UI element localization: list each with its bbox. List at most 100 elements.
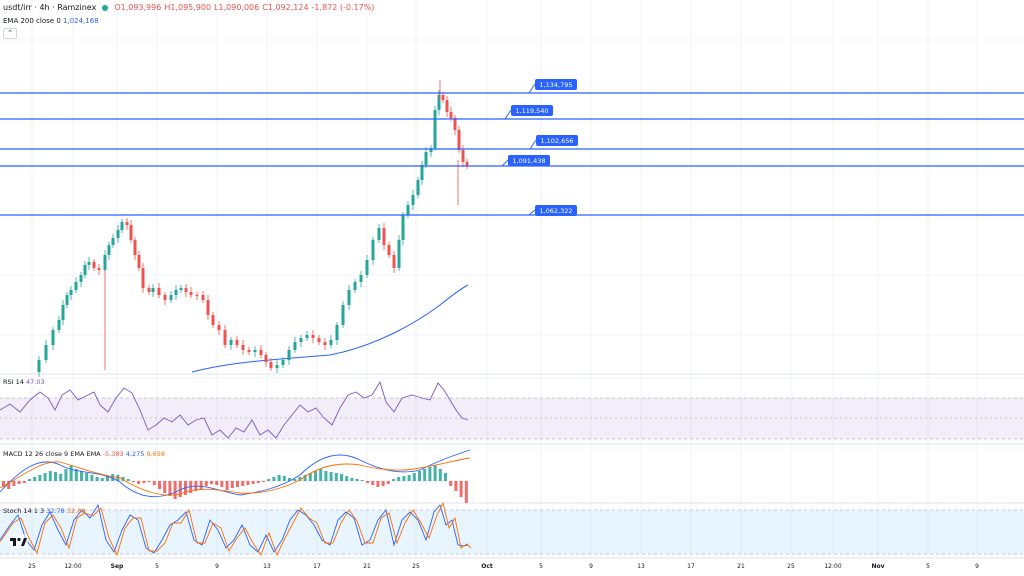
macd-hist-bar [433, 465, 437, 481]
macd-hist-bar [319, 469, 323, 481]
macd-hist-bar [444, 473, 447, 481]
ohlc-open: O1,093,996 [114, 3, 162, 12]
macd-hist-value: -5,383 [102, 450, 124, 458]
candle-body [437, 95, 441, 110]
ema-label: EMA 200 close 0 [3, 17, 61, 25]
rsi-legend[interactable]: RSI 14 47.03 [3, 378, 45, 386]
macd-legend[interactable]: MACD 12 26 close 9 EMA EMA -5,383 4,275 … [3, 450, 165, 458]
rsi-pane[interactable] [0, 380, 1024, 440]
candle-body [111, 238, 115, 245]
candle-body [129, 225, 133, 240]
macd-hist-bar [2, 481, 5, 487]
candle-body [116, 230, 120, 238]
macd-hist-bar [256, 481, 260, 483]
candle-body [201, 295, 205, 300]
candle-body [420, 165, 424, 180]
candle-body [353, 282, 357, 290]
candle-body [169, 295, 173, 300]
candle-body [449, 112, 453, 118]
macd-hist-bar [210, 481, 213, 484]
macd-hist-bar [407, 475, 411, 481]
chart-grid [0, 0, 1024, 559]
stoch-d-value: 32.88 [66, 507, 86, 515]
candle-body [247, 350, 251, 352]
tradingview-logo-icon[interactable] [8, 534, 28, 548]
candle-body [365, 260, 369, 275]
candle-body [79, 275, 83, 282]
macd-hist-bar [7, 481, 11, 489]
candle-body [87, 262, 91, 265]
macd-hist-bar [74, 469, 78, 481]
macd-hist-bar [90, 475, 94, 481]
macd-hist-bar [178, 481, 182, 497]
macd-hist-bar [225, 481, 229, 490]
stoch-k-value: 32.78 [46, 507, 65, 515]
ohlc-low: L1,090,006 [214, 3, 260, 12]
horizontal-levels[interactable]: 1,134,795 1,119,540 1,102,656 1,091,438 1,06… [0, 79, 1024, 216]
candle-body [382, 228, 386, 245]
stoch-k-line [0, 503, 469, 554]
macd-hist-bar [163, 481, 167, 493]
candle-body [377, 228, 381, 240]
collapse-legend-button[interactable]: ⌃ [3, 28, 17, 39]
candlestick-series [37, 80, 469, 377]
candle-body [133, 240, 137, 255]
macd-hist-bar [121, 477, 125, 481]
price-level-badge [508, 155, 550, 166]
macd-hist-bar [314, 471, 317, 481]
price-level-callout [528, 209, 536, 216]
ema-line [191, 284, 469, 373]
candle-body [411, 195, 415, 205]
candle-body [406, 205, 410, 215]
macd-hist-bar [262, 481, 265, 482]
price-level-label: 1,062,322 [539, 207, 572, 215]
candle-body [259, 350, 263, 355]
macd-hist-bar [412, 473, 416, 481]
macd-hist-bar [350, 478, 354, 481]
symbol-title[interactable]: usdt/irr · 4h · Ramzinex [3, 3, 97, 12]
candle-body [120, 222, 124, 230]
macd-hist-bar [303, 475, 307, 481]
macd-hist-bar [334, 473, 338, 481]
candle-body [253, 350, 257, 352]
candle-body [461, 150, 465, 162]
time-axis-label: 5 [539, 563, 543, 570]
candle-body [151, 288, 155, 292]
macd-pane[interactable] [0, 449, 471, 503]
candle-body [453, 118, 457, 130]
macd-hist-bar [324, 471, 328, 481]
stoch-legend[interactable]: Stoch 14 1 3 32.78 32.88 [3, 507, 85, 515]
candle-body [44, 345, 48, 360]
candle-body [299, 338, 303, 342]
candle-body [281, 360, 285, 365]
price-level-label: 1,119,540 [515, 107, 548, 115]
macd-hist-bar [158, 481, 161, 489]
symbol-header[interactable]: usdt/irr · 4h · Ramzinex O1,093,996 H1,0… [3, 3, 374, 13]
macd-hist-bar [376, 481, 380, 487]
macd-hist-bar [80, 471, 83, 481]
price-level-callout [504, 109, 512, 120]
candle-body [189, 292, 193, 295]
rsi-line [0, 380, 469, 439]
time-axis-label: 17 [687, 563, 695, 570]
candle-body [429, 148, 433, 152]
macd-hist-bar [355, 479, 359, 481]
candle-body [287, 350, 291, 360]
stoch-d-line [0, 501, 472, 557]
candle-body [264, 355, 268, 362]
macd-hist-bar [28, 479, 31, 481]
time-axis-label: 13 [263, 563, 271, 570]
macd-value: 4,275 [125, 450, 145, 458]
macd-hist-bar [137, 481, 141, 484]
candle-body [61, 305, 65, 320]
stoch-pane[interactable] [0, 501, 1024, 557]
candle-body [241, 345, 245, 350]
candle-body [179, 288, 183, 290]
candle-body [174, 290, 178, 295]
market-status-icon [102, 5, 109, 11]
ema-legend[interactable]: EMA 200 close 0 1,024,168 [3, 17, 99, 25]
candle-body [305, 335, 309, 338]
candle-body [401, 215, 405, 240]
macd-hist-bar [366, 481, 369, 483]
